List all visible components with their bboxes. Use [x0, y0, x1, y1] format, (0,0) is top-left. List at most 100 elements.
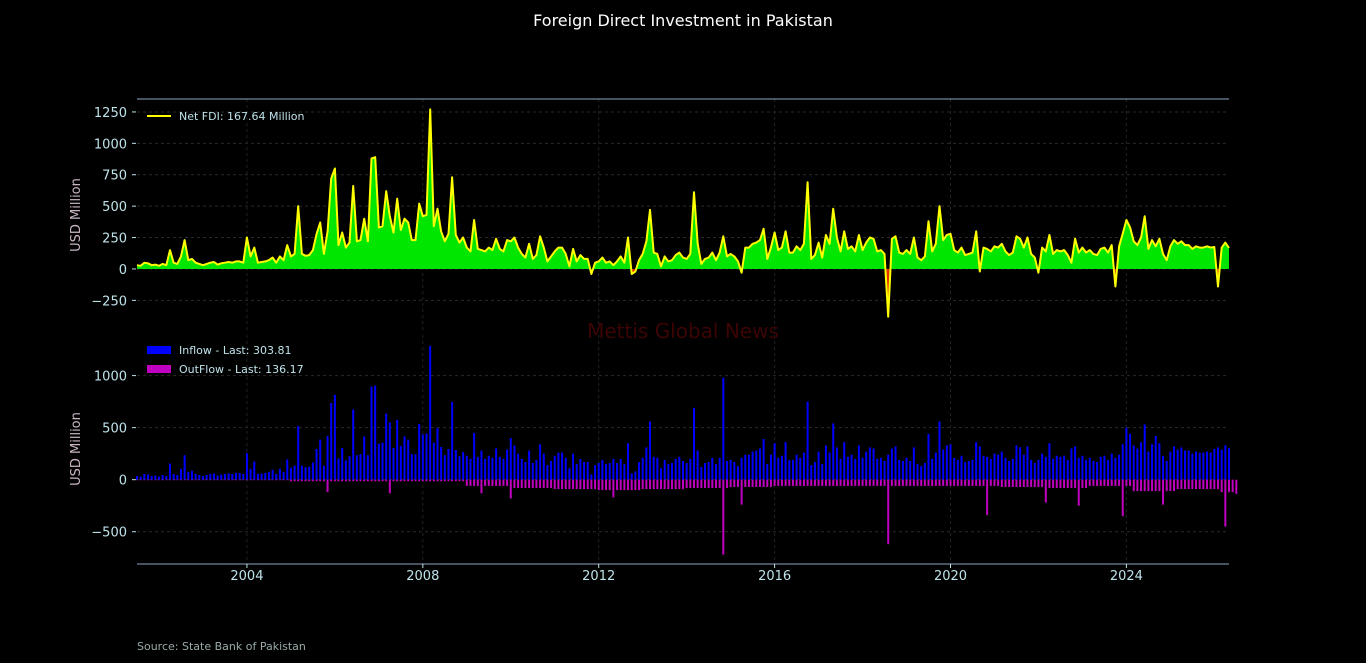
outflow-bar: [824, 479, 827, 486]
inflow-bar: [575, 464, 578, 480]
outflow-bar: [835, 479, 838, 486]
outflow-bar: [165, 479, 168, 481]
inflow-bar: [1015, 445, 1018, 480]
outflow-bar: [1198, 479, 1201, 490]
outflow-bar: [557, 479, 560, 490]
outflow-bar: [264, 479, 267, 481]
outflow-bar: [641, 479, 644, 490]
inflow-bar: [678, 456, 681, 480]
inflow-bar: [623, 464, 626, 480]
inflow-bar: [201, 476, 204, 480]
x-tick-label: 2008: [406, 569, 439, 584]
outflow-bar: [1011, 479, 1014, 487]
inflow-bar: [795, 454, 798, 480]
inflow-bar: [458, 456, 461, 480]
inflow-bar: [319, 439, 322, 480]
inflow-bar: [1125, 427, 1128, 480]
net-y-tick-label: 1250: [94, 106, 127, 121]
outflow-bar: [572, 479, 575, 490]
outflow-bar: [1030, 479, 1033, 487]
outflow-bar: [850, 479, 853, 486]
outflow-bar: [524, 479, 527, 489]
inflow-bar: [707, 461, 710, 480]
outflow-bar: [1096, 479, 1099, 486]
outflow-bar: [971, 479, 974, 486]
outflow-bar: [542, 479, 545, 489]
outflow-bar: [429, 479, 432, 482]
outflow-bar: [927, 479, 930, 486]
outflow-bar: [883, 479, 886, 486]
inflow-bar: [1129, 433, 1132, 480]
outflow-bar: [304, 479, 307, 482]
inflow-bar: [993, 453, 996, 480]
outflow-bar: [1217, 479, 1220, 490]
outflow-bar: [890, 479, 893, 486]
inflow-bar: [429, 345, 432, 480]
outflow-bar: [410, 479, 413, 482]
outflow-bar: [934, 479, 937, 486]
inflow-bar: [839, 458, 842, 480]
outflow-bar: [1077, 479, 1080, 506]
outflow-bar: [1000, 479, 1003, 487]
inflow-bar: [784, 442, 787, 480]
outflow-bar: [1015, 479, 1018, 487]
inflow-bar: [231, 473, 234, 480]
outflow-bar: [810, 479, 813, 486]
outflow-bar: [703, 479, 706, 489]
inflow-bar: [392, 447, 395, 480]
inflow-bar: [234, 472, 237, 480]
outflow-bar: [586, 479, 589, 490]
inflow-bar: [550, 460, 553, 480]
outflow-bar: [1044, 479, 1047, 503]
outflow-bar: [1147, 479, 1150, 492]
outflow-bar: [832, 479, 835, 486]
inflow-bar: [872, 448, 875, 480]
outflow-bar: [1022, 479, 1025, 487]
inflow-bar: [572, 453, 575, 480]
outflow-bar: [458, 479, 461, 482]
outflow-bar: [1191, 479, 1194, 490]
outflow-bar: [956, 479, 959, 486]
inflow-bar: [209, 473, 212, 480]
outflow-bar: [1136, 479, 1139, 492]
outflow-bar: [1019, 479, 1022, 487]
inflow-bar: [824, 445, 827, 480]
outflow-bar: [1008, 479, 1011, 487]
outflow-bar: [575, 479, 578, 490]
inflow-bar: [861, 457, 864, 480]
outflow-bar: [1154, 479, 1157, 492]
inflow-bar: [275, 473, 278, 480]
inflow-bar: [1000, 451, 1003, 480]
outflow-bar: [857, 479, 860, 486]
inflow-bar: [656, 457, 659, 480]
outflow-bar: [839, 479, 842, 486]
outflow-bar: [300, 479, 303, 482]
inflow-bar: [916, 464, 919, 480]
inflow-bar: [802, 452, 805, 480]
outflow-bar: [462, 479, 465, 482]
outflow-bar: [553, 479, 556, 490]
outflow-bar: [1165, 479, 1168, 492]
inflow-bar: [703, 463, 706, 480]
inflow-bar: [718, 457, 721, 480]
outflow-bar: [729, 479, 732, 487]
outflow-bar: [887, 479, 890, 545]
outflow-bar: [773, 479, 776, 486]
inflow-bar: [777, 457, 780, 480]
inflow-bar: [1121, 444, 1124, 480]
inflow-bar: [473, 432, 476, 480]
outflow-bar: [352, 479, 355, 482]
inflow-bar: [608, 463, 611, 480]
inflow-bar: [931, 458, 934, 480]
inflow-bar: [689, 458, 692, 480]
inflow-bar: [806, 401, 809, 480]
inflow-bar: [1158, 443, 1161, 480]
x-tick-label: 2020: [934, 569, 967, 584]
outflow-bar: [454, 479, 457, 482]
outflow-bar: [209, 479, 212, 481]
inflow-bar: [421, 434, 424, 480]
outflow-bar: [348, 479, 351, 482]
inflow-bar: [975, 442, 978, 480]
outflow-bar: [1004, 479, 1007, 487]
outflow-bar: [905, 479, 908, 486]
